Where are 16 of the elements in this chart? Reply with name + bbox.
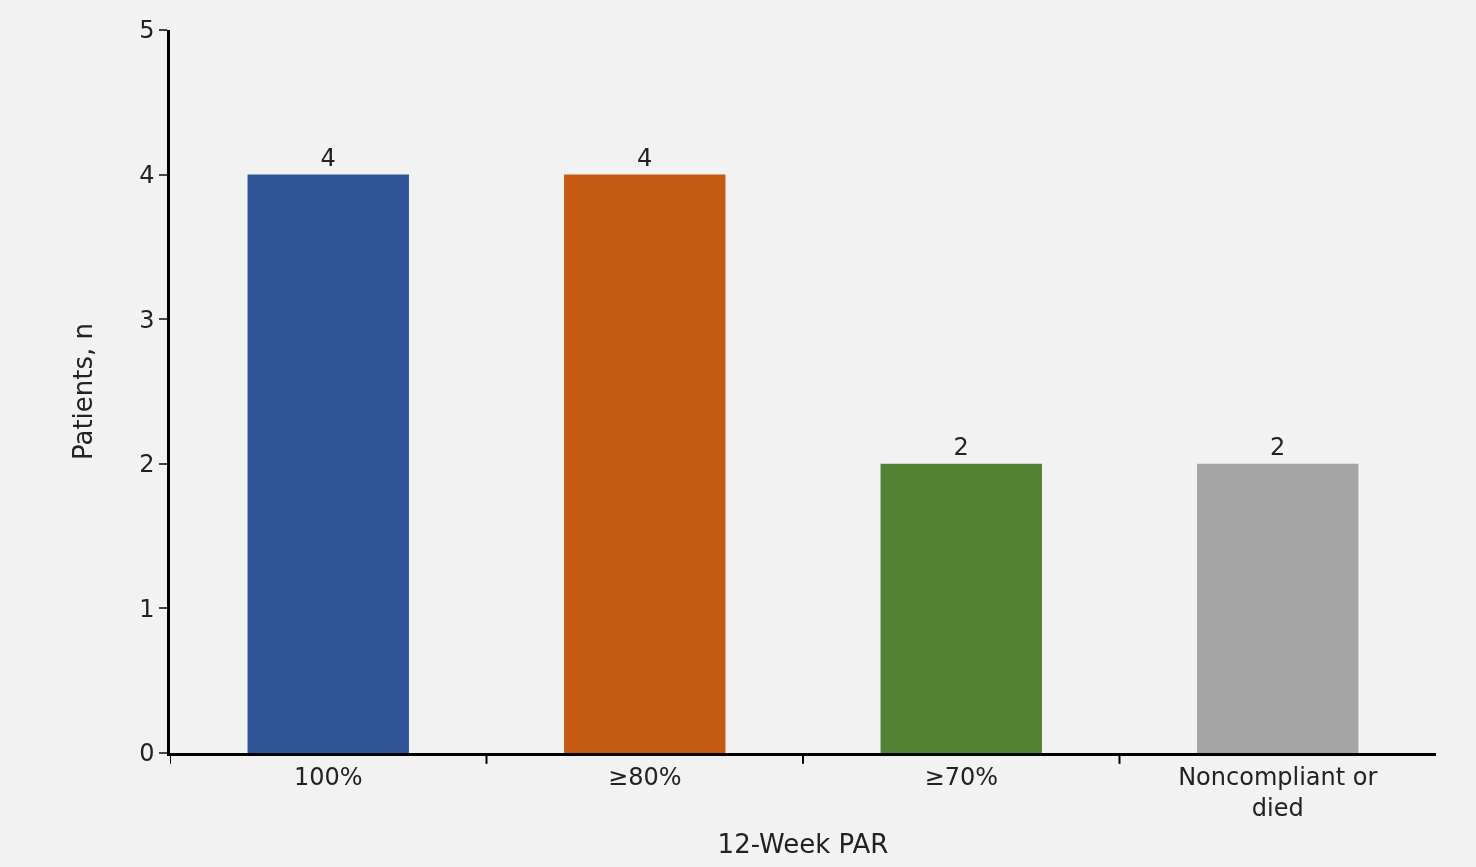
data-label: 4	[637, 143, 653, 172]
y-tick-label: 1	[139, 594, 155, 623]
x-tick-label: Noncompliant or died	[1178, 762, 1378, 822]
y-tick-label: 3	[139, 305, 155, 334]
x-tick-label: 100%	[293, 762, 363, 791]
data-label: 2	[953, 432, 969, 461]
y-tick-label: 4	[139, 161, 155, 189]
y-axis-title: Patients, n	[67, 322, 98, 461]
x-axis-title: 12-Week PAR	[717, 829, 889, 860]
y-tick-label: 0	[139, 739, 155, 768]
x-tick-label: ≥70%	[924, 762, 998, 791]
data-label: 4	[320, 143, 336, 172]
y-tick-label: 2	[139, 450, 155, 479]
x-tick-label: ≥80%	[608, 762, 682, 791]
y-tick-label: 5	[139, 16, 155, 45]
data-label: 2	[1270, 432, 1286, 461]
